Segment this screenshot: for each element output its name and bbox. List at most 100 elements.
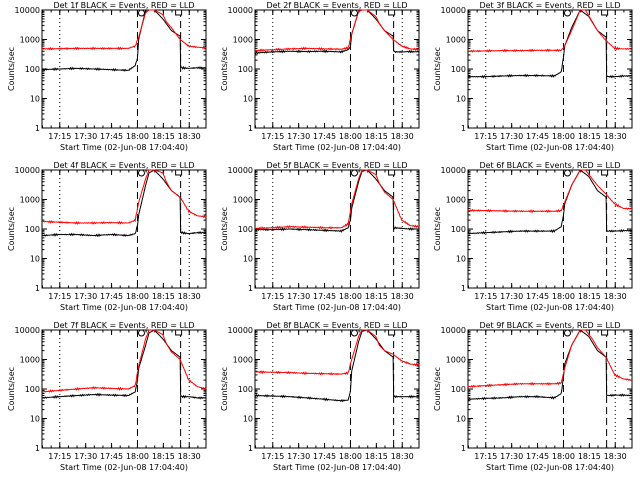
x-tick-label: 17:30 (500, 292, 523, 301)
square-marker (601, 9, 609, 16)
square-marker (601, 169, 609, 176)
x-tick-label: 18:00 (339, 452, 362, 461)
events-series-line (254, 9, 420, 55)
x-tick-label: 17:15 (261, 132, 284, 141)
x-tick-label: 18:00 (339, 132, 362, 141)
chart-title: Det 2f BLACK = Events, RED = LLD (266, 1, 407, 10)
events-series-line (254, 169, 420, 233)
y-tick-label: 10000 (228, 326, 253, 335)
x-tick-label: 18:15 (365, 132, 388, 141)
lld-series-line (255, 169, 420, 231)
circle-marker (563, 329, 571, 337)
lld-series-line (41, 169, 207, 225)
square-marker (388, 9, 396, 16)
y-tick-label: 10000 (228, 166, 253, 175)
y-axis-label: Counts/sec (220, 207, 229, 251)
y-tick-label: 10000 (441, 166, 466, 175)
y-tick-label: 1 (461, 284, 466, 293)
y-tick-label: 1000 (446, 356, 466, 365)
y-tick-label: 10 (30, 95, 40, 104)
events-series-line (467, 329, 633, 402)
x-tick-label: 18:15 (152, 452, 175, 461)
chart-title: Det 8f BLACK = Events, RED = LLD (266, 321, 407, 330)
x-tick-label: 17:30 (287, 132, 310, 141)
y-tick-label: 10000 (15, 6, 40, 15)
y-tick-label: 100 (25, 65, 40, 74)
x-tick-label: 17:30 (74, 132, 97, 141)
y-axis-label: Counts/sec (433, 207, 442, 251)
plot-frame (254, 9, 420, 129)
y-tick-label: 100 (238, 385, 253, 394)
x-tick-label: 18:15 (152, 292, 175, 301)
y-axis-label: Counts/sec (7, 367, 16, 411)
x-tick-label: 18:30 (604, 452, 627, 461)
y-tick-label: 10 (456, 415, 466, 424)
x-axis-label: Start Time (02-Jun-08 17:04:40) (273, 463, 401, 472)
x-tick-label: 17:30 (74, 452, 97, 461)
chart-title: Det 3f BLACK = Events, RED = LLD (479, 1, 620, 10)
lld-series-line (468, 169, 633, 214)
x-tick-label: 17:45 (100, 132, 123, 141)
x-tick-label: 17:15 (48, 452, 71, 461)
circle-marker (563, 169, 571, 177)
y-tick-label: 1000 (446, 36, 466, 45)
x-tick-label: 18:30 (178, 132, 201, 141)
x-axis-label: Start Time (02-Jun-08 17:04:40) (273, 143, 401, 152)
x-tick-label: 17:45 (526, 292, 549, 301)
detector-panel-4: Det 4f BLACK = Events, RED = LLD 1 10 100 10… (7, 161, 207, 312)
y-axis-label: Counts/sec (433, 47, 442, 91)
events-series-line (41, 329, 206, 400)
chart-title: Det 9f BLACK = Events, RED = LLD (479, 321, 620, 330)
x-axis-label: Start Time (02-Jun-08 17:04:40) (486, 303, 614, 312)
y-tick-label: 10 (243, 95, 253, 104)
x-tick-label: 17:45 (526, 452, 549, 461)
x-tick-label: 18:15 (578, 292, 601, 301)
x-tick-label: 17:45 (526, 132, 549, 141)
events-series-line (41, 9, 206, 72)
y-axis-label: Counts/sec (433, 367, 442, 411)
y-tick-label: 10000 (441, 326, 466, 335)
x-tick-label: 18:15 (152, 132, 175, 141)
x-tick-label: 17:15 (48, 132, 71, 141)
y-tick-label: 1 (248, 124, 253, 133)
y-tick-label: 10 (30, 255, 40, 264)
circle-marker (350, 329, 358, 337)
y-tick-label: 100 (451, 385, 466, 394)
lld-series-line (468, 9, 633, 53)
x-tick-label: 18:15 (365, 452, 388, 461)
y-tick-label: 10 (30, 415, 40, 424)
x-tick-label: 18:30 (178, 292, 201, 301)
plot-frame (254, 329, 420, 449)
y-tick-label: 100 (238, 225, 253, 234)
lld-series-line (254, 329, 420, 376)
x-tick-label: 17:15 (261, 292, 284, 301)
y-tick-label: 100 (238, 65, 253, 74)
x-axis-label: Start Time (02-Jun-08 17:04:40) (486, 463, 614, 472)
plot-frame (467, 329, 633, 449)
x-tick-label: 18:30 (604, 132, 627, 141)
x-tick-label: 18:00 (552, 452, 575, 461)
y-tick-label: 1 (35, 444, 40, 453)
x-tick-label: 18:15 (365, 292, 388, 301)
plot-frame (467, 169, 633, 289)
square-marker (601, 329, 609, 336)
y-tick-label: 10000 (15, 326, 40, 335)
y-tick-label: 1000 (20, 196, 40, 205)
y-tick-label: 1 (248, 284, 253, 293)
y-tick-label: 1000 (20, 36, 40, 45)
events-series-line (254, 329, 420, 403)
chart-title: Det 5f BLACK = Events, RED = LLD (266, 161, 407, 170)
square-marker (175, 9, 183, 16)
square-marker (388, 329, 396, 336)
y-tick-label: 1 (248, 444, 253, 453)
x-tick-label: 17:45 (100, 452, 123, 461)
x-tick-label: 17:15 (48, 292, 71, 301)
y-tick-label: 1 (461, 124, 466, 133)
x-axis-label: Start Time (02-Jun-08 17:04:40) (60, 303, 188, 312)
y-tick-label: 1000 (20, 356, 40, 365)
y-tick-label: 10000 (441, 6, 466, 15)
events-series-line (41, 169, 206, 238)
circle-marker (350, 9, 358, 17)
x-tick-label: 18:30 (391, 292, 414, 301)
